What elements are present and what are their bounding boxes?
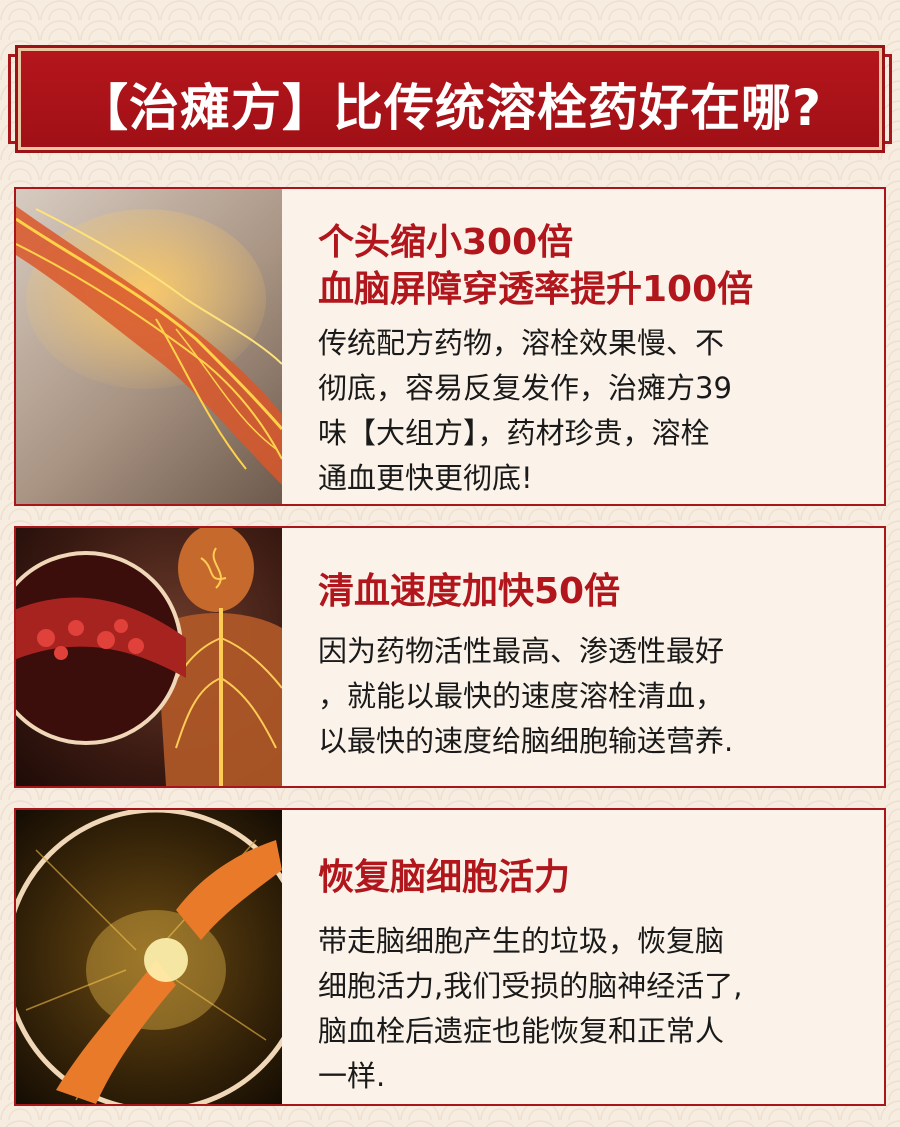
brain-cells-image xyxy=(16,810,282,1104)
body-line: 以最快的速度给脑细胞输送营养. xyxy=(318,724,734,758)
body-line: 因为药物活性最高、渗透性最好 xyxy=(318,634,725,668)
body-line: 传统配方药物，溶栓效果慢、不 xyxy=(318,326,725,360)
body-line: 细胞活力,我们受损的脑神经活了, xyxy=(318,969,743,1003)
body-line: ，就能以最快的速度溶栓清血， xyxy=(318,679,725,713)
card-body: 因为药物活性最高、渗透性最好 ，就能以最快的速度溶栓清血， 以最快的速度给脑细胞… xyxy=(318,629,860,764)
card-heading: 清血速度加快50倍 xyxy=(318,568,860,615)
card-text: 清血速度加快50倍 因为药物活性最高、渗透性最好 ，就能以最快的速度溶栓清血， … xyxy=(318,568,860,764)
body-line: 脑血栓后遗症也能恢复和正常人 xyxy=(318,1014,725,1048)
feature-card-speed: 清血速度加快50倍 因为药物活性最高、渗透性最好 ，就能以最快的速度溶栓清血， … xyxy=(14,526,886,788)
heading-line: 个头缩小300倍 xyxy=(318,222,574,263)
title-band xyxy=(18,48,882,150)
vessel-nervous-system-image xyxy=(16,528,282,786)
card-heading: 个头缩小300倍 血脑屏障穿透率提升100倍 xyxy=(318,219,860,313)
header-banner: 【治瘫方】比传统溶栓药好在哪? xyxy=(8,38,892,160)
card-body: 传统配方药物，溶栓效果慢、不 彻底，容易反复发作，治瘫方39 味【大组方】，药材… xyxy=(318,321,860,501)
arm-nerves-image xyxy=(16,189,282,504)
body-line: 彻底，容易反复发作，治瘫方39 xyxy=(318,371,732,405)
feature-card-recovery: 恢复脑细胞活力 带走脑细胞产生的垃圾，恢复脑 细胞活力,我们受损的脑神经活了, … xyxy=(14,808,886,1106)
card-text: 个头缩小300倍 血脑屏障穿透率提升100倍 传统配方药物，溶栓效果慢、不 彻底… xyxy=(318,219,860,501)
body-line: 味【大组方】，药材珍贵，溶栓 xyxy=(318,416,710,450)
card-body: 带走脑细胞产生的垃圾，恢复脑 细胞活力,我们受损的脑神经活了, 脑血栓后遗症也能… xyxy=(318,919,860,1099)
page-title: 【治瘫方】比传统溶栓药好在哪? xyxy=(77,79,822,137)
card-text: 恢复脑细胞活力 带走脑细胞产生的垃圾，恢复脑 细胞活力,我们受损的脑神经活了, … xyxy=(318,854,860,1099)
body-line: 带走脑细胞产生的垃圾，恢复脑 xyxy=(318,924,725,958)
heading-line: 血脑屏障穿透率提升100倍 xyxy=(318,269,754,310)
blood-vessel-icon xyxy=(16,528,282,786)
card-heading: 恢复脑细胞活力 xyxy=(318,854,860,901)
arm-nerves-icon xyxy=(16,206,282,485)
body-line: 一样. xyxy=(318,1059,386,1093)
feature-card-size: 个头缩小300倍 血脑屏障穿透率提升100倍 传统配方药物，溶栓效果慢、不 彻底… xyxy=(14,187,886,506)
body-line: 通血更快更彻底! xyxy=(318,461,533,495)
brain-cell-icon xyxy=(16,810,282,1104)
heading-line: 恢复脑细胞活力 xyxy=(318,857,571,898)
heading-line: 清血速度加快50倍 xyxy=(318,571,621,612)
